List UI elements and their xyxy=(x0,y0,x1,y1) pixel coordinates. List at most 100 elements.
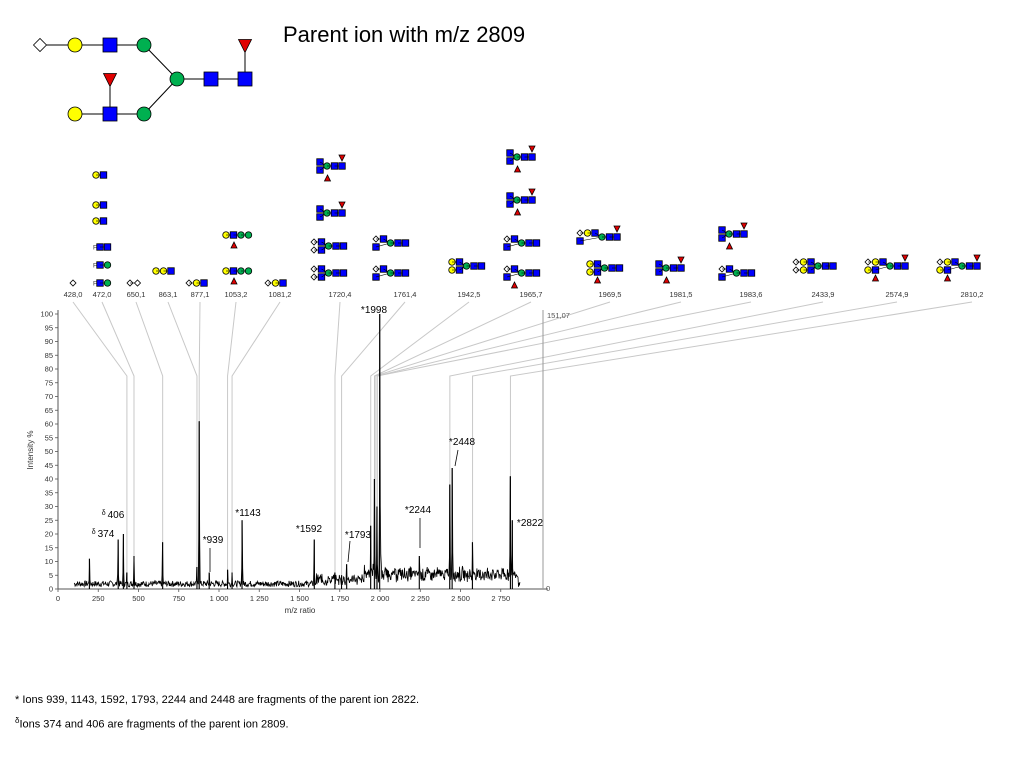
peak-mass-label: 2433,9 xyxy=(812,290,835,299)
glcnac-square-icon xyxy=(99,201,108,209)
fucose-triangle-icon xyxy=(901,254,909,262)
peak-mass-label: 1053,2 xyxy=(225,290,248,299)
spectrum-line xyxy=(73,313,521,589)
x-tick-label: 250 xyxy=(92,594,105,603)
glcnac-square-icon xyxy=(338,162,346,170)
y-tick-label: 75 xyxy=(45,378,53,387)
peak-leader-line xyxy=(374,301,611,589)
x-axis-title: m/z ratio xyxy=(285,606,316,615)
galactose-circle-icon xyxy=(67,106,83,122)
glcnac-square-icon xyxy=(401,269,410,277)
y-axis-title: Intensity % xyxy=(26,430,35,469)
fucose-triangle-icon xyxy=(323,174,332,182)
glcnac-square-icon xyxy=(102,37,118,53)
fucose-triangle-icon xyxy=(613,225,621,233)
peak-mass-label: 2810,2 xyxy=(961,290,984,299)
x-tick-label: 1 000 xyxy=(210,594,229,603)
fucose-triangle-icon xyxy=(338,201,346,209)
x-tick-label: 2 500 xyxy=(451,594,470,603)
fucose-triangle-icon xyxy=(677,256,685,264)
slide-title: Parent ion with m/z 2809 xyxy=(283,22,526,47)
delta-mark: δ xyxy=(102,510,108,517)
glcnac-square-icon xyxy=(103,243,112,251)
reducing-end-diamond-icon xyxy=(133,279,142,287)
footnote-text: Ions 939, 1143, 1592, 1793, 2244 and 244… xyxy=(22,694,420,706)
footnote-fragments-2809: δIons 374 and 406 are fragments of the p… xyxy=(15,716,289,731)
fucose-triangle-icon xyxy=(237,39,253,54)
y-tick-label: 5 xyxy=(49,571,53,580)
fucose-triangle-icon xyxy=(102,73,118,88)
fragment-cleavage-mark: F xyxy=(93,245,97,252)
mannose-circle-icon xyxy=(169,71,185,87)
fucose-triangle-icon xyxy=(230,241,238,249)
footnote-delta: δ xyxy=(15,716,20,725)
fucose-triangle-icon xyxy=(943,274,952,282)
fucose-triangle-icon xyxy=(230,277,238,285)
y-tick-label: 70 xyxy=(45,392,53,401)
mannose-circle-icon xyxy=(103,279,112,287)
peak-annotation: *1998 xyxy=(361,305,388,316)
glcnac-square-icon xyxy=(615,264,624,272)
peak-annotation: δ 406 xyxy=(102,510,125,521)
fucose-triangle-icon xyxy=(513,165,522,173)
peak-mass-label: 1983,6 xyxy=(740,290,763,299)
y-tick-label: 80 xyxy=(45,365,53,374)
peak-mass-label: 428,0 xyxy=(64,290,83,299)
peak-mass-label: 1942,5 xyxy=(458,290,481,299)
glcnac-square-icon xyxy=(747,269,756,277)
galactose-circle-icon xyxy=(67,37,83,53)
delta-mark: δ xyxy=(92,529,98,536)
peak-mass-label: 1965,7 xyxy=(520,290,543,299)
y-tick-label: 10 xyxy=(45,557,53,566)
footnote-text: Ions 374 and 406 are fragments of the pa… xyxy=(19,718,289,731)
y-tick-label: 95 xyxy=(45,323,53,332)
peak-leader-line xyxy=(135,301,164,589)
x-tick-label: 2 000 xyxy=(371,594,390,603)
glycosidic-bond-line xyxy=(143,44,178,80)
annotation-pointer xyxy=(347,540,351,563)
fucose-triangle-icon xyxy=(338,154,346,162)
reducing-end-diamond-icon xyxy=(32,37,48,53)
peak-mass-label: 877,1 xyxy=(191,290,210,299)
fucose-triangle-icon xyxy=(662,276,671,284)
right-axis-zero-label: 0 xyxy=(546,584,550,593)
glcnac-square-icon xyxy=(339,242,348,250)
chart-axes: 151,070051015202530354045505560657075808… xyxy=(26,310,570,616)
y-tick-label: 30 xyxy=(45,502,53,511)
fucose-triangle-icon xyxy=(528,188,536,196)
mannose-circle-icon xyxy=(244,267,253,275)
mannose-circle-icon xyxy=(244,231,253,239)
y-tick-label: 45 xyxy=(45,461,53,470)
glcnac-square-icon xyxy=(532,239,541,247)
y-tick-label: 40 xyxy=(45,475,53,484)
glcnac-square-icon xyxy=(99,171,108,179)
glcnac-square-icon xyxy=(203,71,219,87)
reducing-end-diamond-icon xyxy=(69,279,77,287)
fucose-triangle-icon xyxy=(510,281,519,289)
fragment-cleavage-mark: F xyxy=(93,281,97,288)
peak-annotation: *1592 xyxy=(296,524,323,535)
fucose-triangle-icon xyxy=(593,276,602,284)
y-tick-label: 65 xyxy=(45,406,53,415)
parent-glycan-structure xyxy=(32,37,253,122)
glcnac-square-icon xyxy=(677,264,685,272)
peak-annotation: *2448 xyxy=(449,437,476,448)
x-tick-label: 0 xyxy=(56,594,60,603)
x-tick-label: 500 xyxy=(132,594,145,603)
peak-mass-label: 2574,9 xyxy=(886,290,909,299)
glcnac-square-icon xyxy=(279,279,287,287)
fragment-glycan-structures: F F F xyxy=(69,145,981,289)
glcnac-square-icon xyxy=(167,267,175,275)
x-tick-label: 1 750 xyxy=(330,594,349,603)
glcnac-square-icon xyxy=(401,239,410,247)
fucose-triangle-icon xyxy=(871,274,880,282)
glcnac-square-icon xyxy=(740,230,748,238)
glcnac-square-icon xyxy=(237,71,253,87)
annotation-value: 406 xyxy=(108,510,125,521)
annotation-pointer xyxy=(454,449,459,467)
peak-annotation: *1793 xyxy=(345,530,372,541)
peak-mass-label: 472,0 xyxy=(93,290,112,299)
y-tick-label: 100 xyxy=(40,310,53,319)
glcnac-square-icon xyxy=(339,269,348,277)
glcnac-square-icon xyxy=(102,106,118,122)
